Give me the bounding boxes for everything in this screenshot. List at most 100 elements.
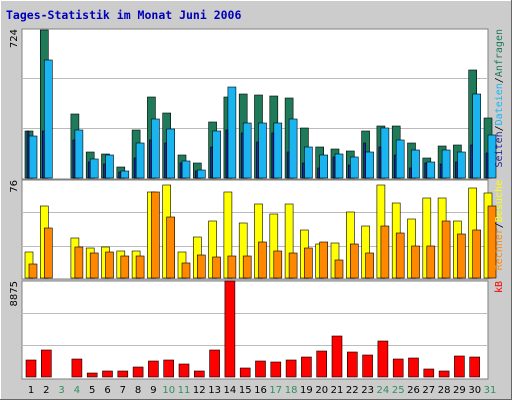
bar-dateien (166, 128, 175, 179)
legend-kb: kB (494, 281, 505, 293)
day-label: 16 (254, 385, 267, 396)
bar-dateien (334, 153, 344, 179)
bar-kb (362, 354, 373, 378)
bar-kb (86, 372, 98, 378)
bar-seiten (240, 132, 244, 179)
bar-kb (40, 349, 52, 378)
bar-seiten (363, 142, 366, 179)
bar-seiten (378, 146, 382, 179)
day-label: 19 (300, 385, 313, 396)
day-label: 4 (74, 385, 80, 396)
bar-seiten (347, 164, 351, 179)
bar-rechner (258, 241, 267, 279)
bar-dateien (28, 135, 38, 179)
bar-dateien (288, 118, 298, 179)
bar-kb (377, 340, 389, 378)
bar-kb (239, 367, 251, 378)
bar-rechner (74, 246, 84, 279)
bar-dateien (365, 151, 374, 179)
bar-seiten (26, 130, 30, 179)
legend-dateien: Dateien (494, 83, 505, 125)
day-label: 25 (392, 385, 405, 396)
bar-seiten (225, 129, 229, 179)
legend-rechner: Rechner (494, 228, 505, 270)
bar-seiten (393, 154, 397, 179)
bar-kb (331, 335, 343, 378)
bar-kb (408, 357, 419, 378)
bar-seiten (103, 163, 106, 179)
bar-dateien (380, 127, 390, 179)
bar-dateien (89, 158, 99, 179)
bar-kb (163, 359, 174, 378)
bar-seiten (271, 132, 275, 179)
bar-dateien (105, 154, 114, 179)
bar-rechner (349, 243, 359, 279)
legend-top: Seiten/Dateien/Anfragen (494, 29, 505, 168)
bar-kb (132, 366, 144, 378)
bar-rechner (181, 262, 191, 279)
day-label: 30 (468, 385, 481, 396)
bar-rechner (411, 245, 420, 279)
chart-title: Tages-Statistik im Monat Juni 2006 (6, 8, 241, 22)
legend-besuche: Besuche (494, 180, 505, 222)
day-label: 3 (58, 385, 64, 396)
bar-seiten (164, 142, 167, 179)
bar-rechner (319, 241, 329, 279)
bar-seiten (195, 170, 198, 179)
bar-dateien (212, 130, 221, 179)
middle-panel-y-max-label: 76 (9, 180, 20, 193)
bar-dateien (304, 146, 313, 179)
bar-seiten (179, 162, 183, 179)
bar-seiten (210, 146, 213, 179)
bar-seiten (286, 151, 290, 179)
day-label: 17 (269, 385, 282, 396)
bar-kb (392, 358, 404, 378)
bar-dateien (472, 93, 482, 179)
bar-dateien (319, 154, 329, 179)
bar-kb (454, 355, 465, 378)
day-label: 5 (89, 385, 95, 396)
bar-dateien (411, 149, 420, 179)
bar-rechner (197, 254, 206, 279)
x-axis-day-labels: 1 2 3 4 5 6 7 8 9 10 11 12 13 14 15 16 17 18 19 20 21 22 23 24 2… (28, 385, 497, 396)
bar-rechner (365, 252, 374, 279)
bar-seiten (439, 163, 443, 179)
bar-dateien (74, 129, 84, 179)
bar-kb (255, 360, 266, 378)
bar-seiten (455, 161, 458, 179)
legend-middle: Rechner/Besuche (494, 180, 505, 270)
day-label: 26 (407, 385, 420, 396)
bar-rechner (43, 227, 53, 279)
bar-rechner (166, 216, 175, 279)
day-label: 22 (346, 385, 359, 396)
bar-kb (25, 359, 37, 378)
day-label: 6 (104, 385, 110, 396)
bar-dateien (151, 118, 160, 179)
bar-seiten (317, 167, 321, 179)
bar-rechner (242, 255, 252, 279)
bar-rechner (227, 255, 237, 279)
bar-rechner (151, 191, 160, 279)
day-label: 11 (178, 385, 191, 396)
bar-dateien (395, 139, 405, 179)
bar-kb (209, 349, 220, 378)
bar-rechner (273, 250, 283, 279)
day-label: 2 (43, 385, 49, 396)
bar-rechner (395, 232, 405, 279)
bar-rechner (135, 255, 145, 279)
day-label: 10 (162, 385, 175, 396)
bar-seiten (149, 139, 152, 179)
bar-kb (148, 360, 159, 378)
bar-dateien (258, 122, 267, 179)
bar-kb (270, 361, 282, 378)
bar-kb (178, 363, 190, 378)
bar-dateien (426, 161, 436, 179)
bar-seiten (256, 141, 259, 179)
day-label: 28 (438, 385, 451, 396)
bar-kb (469, 356, 481, 378)
bar-seiten (72, 139, 76, 179)
bar-seiten (409, 167, 412, 179)
day-label: 1 (28, 385, 34, 396)
bar-rechner (380, 225, 390, 279)
